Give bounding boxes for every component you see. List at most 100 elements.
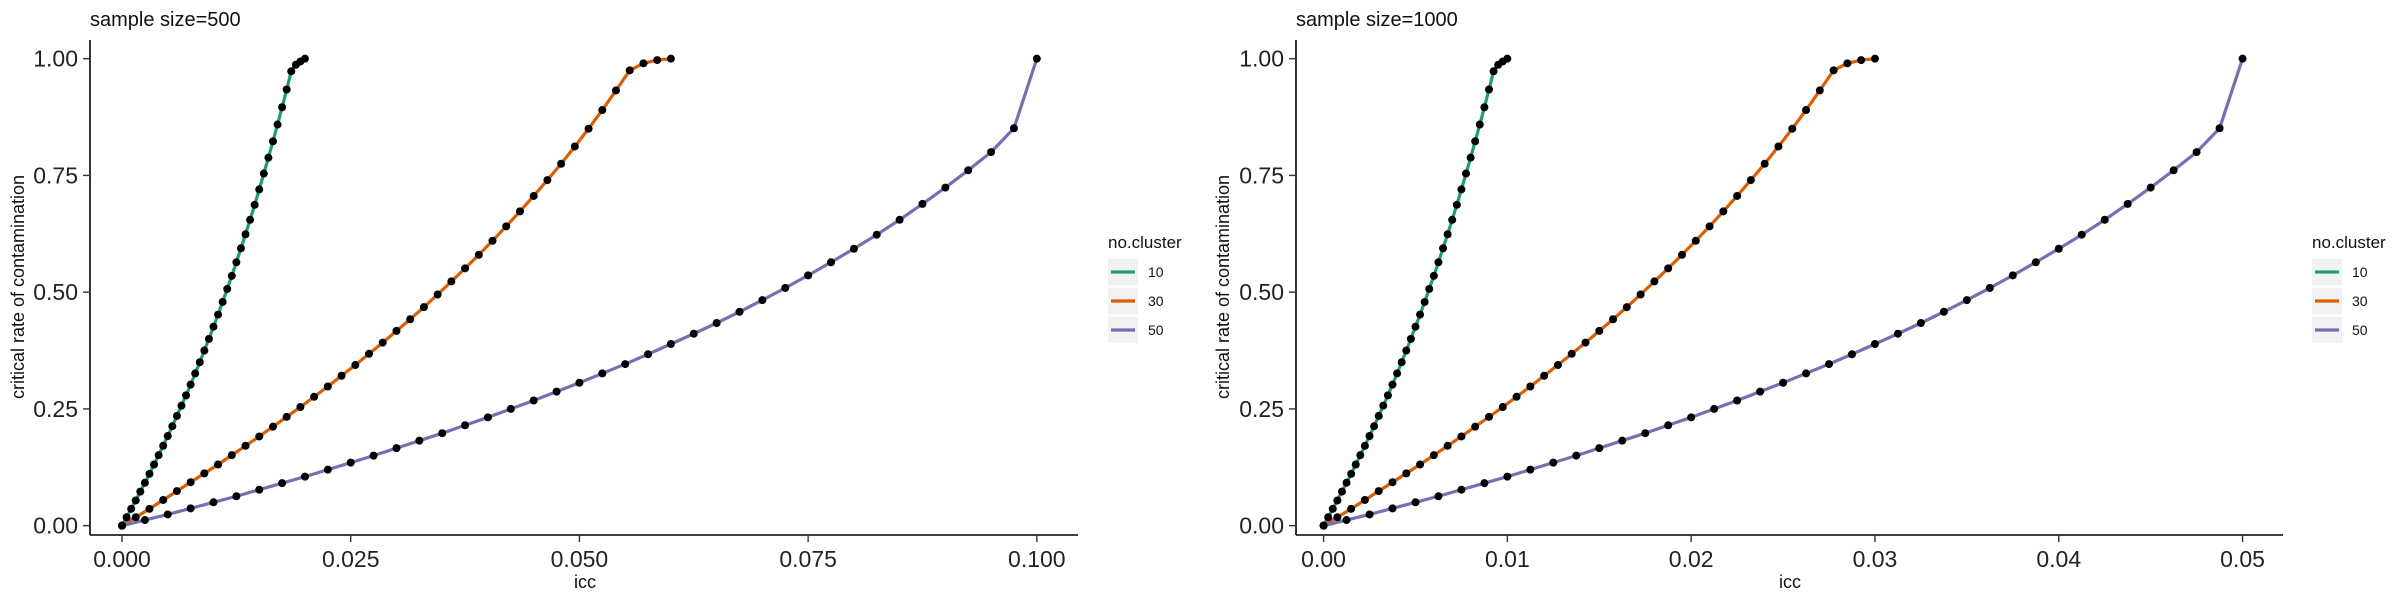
data-point bbox=[2077, 230, 2086, 239]
data-point bbox=[1333, 513, 1342, 522]
data-point bbox=[2192, 148, 2201, 157]
data-point bbox=[1402, 469, 1411, 478]
data-point bbox=[557, 159, 566, 168]
data-point bbox=[214, 310, 223, 319]
data-point bbox=[1719, 207, 1728, 216]
data-point bbox=[1457, 432, 1466, 441]
data-point bbox=[300, 54, 309, 63]
data-point bbox=[140, 478, 149, 487]
data-point bbox=[1337, 487, 1346, 496]
data-point bbox=[1475, 120, 1484, 129]
data-point bbox=[1489, 67, 1498, 76]
data-point bbox=[1595, 444, 1604, 453]
series-line-50 bbox=[1321, 57, 2245, 528]
data-point bbox=[1439, 244, 1448, 253]
data-point bbox=[310, 392, 319, 401]
data-point bbox=[1434, 258, 1443, 267]
data-point bbox=[1434, 492, 1443, 501]
data-point bbox=[584, 124, 593, 133]
data-point bbox=[1733, 191, 1742, 200]
data-point bbox=[506, 404, 515, 413]
data-point bbox=[186, 380, 195, 389]
data-point bbox=[1985, 283, 1994, 292]
data-point bbox=[1411, 322, 1420, 331]
data-point bbox=[118, 521, 127, 530]
data-point bbox=[200, 469, 209, 478]
data-point bbox=[154, 451, 163, 460]
data-point bbox=[1374, 487, 1383, 496]
data-point bbox=[172, 487, 181, 496]
data-point bbox=[1843, 59, 1852, 68]
series-line-50 bbox=[120, 57, 1039, 528]
data-point bbox=[287, 67, 296, 76]
data-point bbox=[365, 349, 374, 358]
data-point bbox=[200, 346, 209, 355]
y-tick-label: 0.25 bbox=[1239, 396, 1284, 422]
data-point bbox=[131, 513, 140, 522]
data-point bbox=[1397, 358, 1406, 367]
data-point bbox=[1462, 169, 1471, 178]
y-tick-label: 0.00 bbox=[1239, 513, 1284, 539]
data-point bbox=[392, 326, 401, 335]
data-point bbox=[447, 277, 456, 286]
data-point bbox=[1677, 250, 1686, 259]
y-tick-label: 0.75 bbox=[33, 162, 78, 188]
data-point bbox=[1779, 378, 1788, 387]
data-point bbox=[849, 244, 858, 253]
data-point bbox=[1526, 382, 1535, 391]
data-point bbox=[529, 191, 538, 200]
data-point bbox=[1636, 290, 1645, 299]
data-point bbox=[150, 460, 159, 469]
y-axis-title: critical rate of contamination bbox=[1213, 175, 1233, 399]
data-point bbox=[2123, 199, 2132, 208]
data-point bbox=[1498, 403, 1507, 412]
chart-title: sample size=1000 bbox=[1296, 9, 1458, 31]
data-point bbox=[639, 59, 648, 68]
data-point bbox=[241, 230, 250, 239]
data-point bbox=[502, 222, 511, 231]
data-point bbox=[1710, 404, 1719, 413]
x-tick-label: 0.03 bbox=[1853, 546, 1898, 572]
legend-label-30: 30 bbox=[1148, 293, 1164, 309]
data-point bbox=[246, 215, 255, 224]
data-point bbox=[172, 411, 181, 420]
data-point bbox=[1847, 350, 1856, 359]
data-point bbox=[918, 199, 927, 208]
data-point bbox=[735, 307, 744, 316]
data-point bbox=[1379, 401, 1388, 410]
data-point bbox=[351, 361, 360, 370]
data-point bbox=[1870, 54, 1879, 63]
data-point bbox=[1503, 472, 1512, 481]
y-axis-title: critical rate of contamination bbox=[8, 175, 28, 399]
data-point bbox=[378, 338, 387, 347]
data-point bbox=[1411, 498, 1420, 507]
data-point bbox=[1549, 458, 1558, 467]
x-tick-label: 0.01 bbox=[1485, 546, 1530, 572]
data-point bbox=[1393, 369, 1402, 378]
data-point bbox=[140, 516, 149, 525]
data-point bbox=[1347, 469, 1356, 478]
data-point bbox=[1829, 66, 1838, 75]
data-point bbox=[1360, 495, 1369, 504]
data-point bbox=[474, 250, 483, 259]
data-point bbox=[145, 469, 154, 478]
data-point bbox=[1009, 124, 1018, 133]
data-point bbox=[1567, 349, 1576, 358]
data-point bbox=[1484, 412, 1493, 421]
data-point bbox=[644, 350, 653, 359]
data-point bbox=[1365, 432, 1374, 440]
data-point bbox=[1870, 340, 1879, 348]
data-point bbox=[273, 120, 282, 129]
data-point bbox=[259, 169, 268, 178]
data-point bbox=[1572, 451, 1581, 460]
data-point bbox=[653, 56, 662, 65]
data-point bbox=[438, 429, 447, 438]
y-tick-label: 1.00 bbox=[33, 46, 78, 72]
data-point bbox=[987, 148, 996, 157]
data-point bbox=[1319, 521, 1328, 530]
data-point bbox=[666, 54, 675, 63]
data-point bbox=[461, 421, 470, 430]
data-point bbox=[895, 215, 904, 224]
panel-sample-size-1000: sample size=1000 critical rate of contam… bbox=[1213, 9, 2386, 592]
data-point bbox=[1939, 307, 1948, 316]
